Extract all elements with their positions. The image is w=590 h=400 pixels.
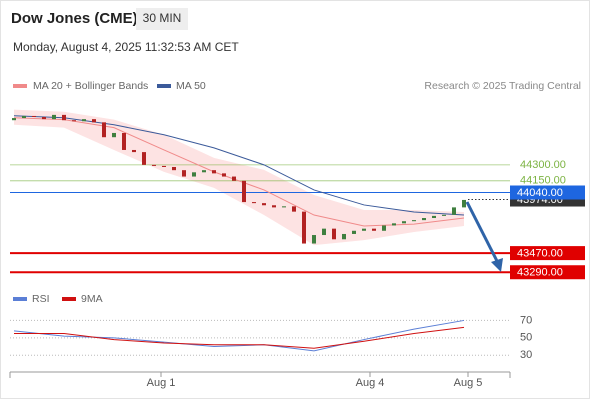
candle-body — [332, 228, 336, 240]
candle-body — [32, 115, 36, 118]
candle-body — [112, 132, 116, 138]
candle-body — [132, 149, 136, 153]
candle-body — [282, 206, 286, 208]
candle-body — [402, 221, 406, 224]
candle-body — [272, 205, 276, 208]
x-tick-label: Aug 5 — [454, 377, 483, 389]
candle-body — [442, 214, 446, 216]
candle-body — [252, 202, 256, 204]
candle-body — [182, 170, 186, 177]
indicator-line — [14, 326, 465, 349]
y-tick-label: 50 — [520, 332, 532, 344]
ma-line — [13, 117, 465, 227]
candle-body — [412, 220, 416, 222]
timestamp: Monday, August 4, 2025 11:32:53 AM CET — [13, 40, 239, 54]
candle-body — [382, 225, 386, 231]
candle-body — [392, 223, 396, 226]
level-label: 44300.00 — [520, 159, 566, 171]
candle-body — [62, 114, 66, 121]
candle-body — [372, 228, 376, 231]
legend-label: RSI — [32, 293, 50, 305]
timeframe[interactable]: 30 MIN — [143, 11, 182, 25]
legend-swatch — [13, 297, 27, 301]
candle-body — [162, 165, 166, 167]
forecast-arrow — [465, 201, 500, 264]
level-label: 44040.00 — [517, 187, 563, 199]
x-tick-label: Aug 4 — [356, 377, 385, 389]
candle-body — [122, 132, 126, 150]
candle-body — [102, 122, 106, 138]
candle-body — [152, 164, 156, 166]
candle-body — [452, 207, 456, 215]
candle-body — [82, 119, 86, 122]
ma-line — [13, 115, 465, 216]
candle-body — [142, 152, 146, 165]
candle-body — [52, 114, 56, 120]
legend-swatch — [157, 84, 171, 88]
candle-body — [352, 230, 356, 234]
candle-body — [22, 115, 26, 119]
level-box — [510, 265, 585, 280]
forecast-arrow-head — [491, 258, 503, 272]
candle-body — [362, 228, 366, 231]
candle-body — [232, 176, 236, 181]
candle-body — [72, 120, 76, 122]
level-label: 43290.00 — [517, 267, 563, 279]
legend-label: MA 50 — [176, 80, 206, 92]
candle-body — [292, 206, 296, 212]
level-label: 43470.00 — [517, 248, 563, 260]
candle-body — [172, 166, 176, 171]
candle-body — [12, 118, 16, 121]
legend-label: 9MA — [81, 293, 103, 305]
x-tick-label: Aug 1 — [147, 377, 176, 389]
legend-label: MA 20 + Bollinger Bands — [33, 80, 148, 92]
candle-body — [192, 172, 196, 177]
candle-body — [312, 235, 316, 244]
bollinger-band — [14, 109, 464, 246]
candle-body — [242, 180, 246, 203]
candle-body — [212, 170, 216, 174]
candle-body — [42, 117, 46, 120]
legend-swatch — [13, 84, 27, 88]
candle-body — [262, 203, 266, 206]
candle-body — [322, 228, 326, 236]
candle-body — [342, 233, 346, 240]
candle-body — [202, 170, 206, 173]
credit: Research © 2025 Trading Central — [424, 80, 581, 92]
candle-body — [422, 218, 426, 221]
candle-body — [432, 215, 436, 219]
candle-body — [462, 199, 466, 208]
candle-body — [222, 173, 226, 177]
legend-swatch — [62, 297, 76, 301]
candle-body — [302, 211, 306, 244]
level-label: 44150.00 — [520, 175, 566, 187]
timeframe-badge[interactable] — [136, 8, 188, 30]
y-tick-label: 70 — [520, 314, 532, 326]
level-box — [510, 246, 585, 261]
y-tick-label: 30 — [520, 349, 532, 361]
candle-body — [92, 119, 96, 123]
level-box — [510, 185, 585, 200]
title: Dow Jones (CME) — [11, 10, 138, 27]
